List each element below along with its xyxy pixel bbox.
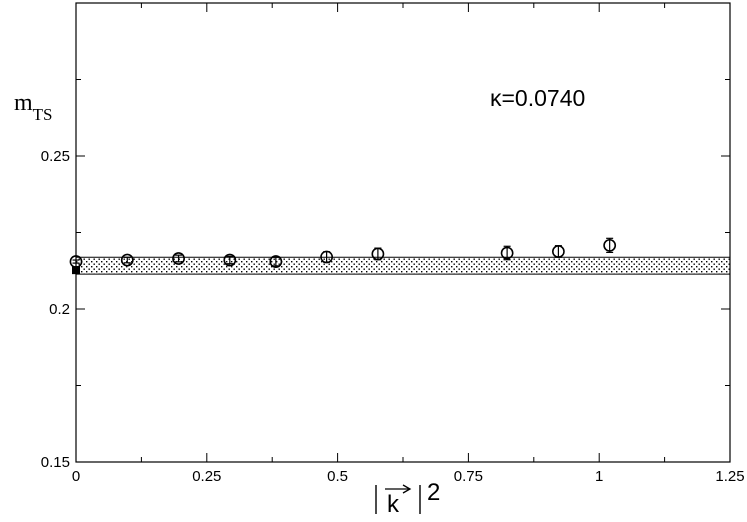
data-point-circle: [269, 255, 283, 268]
x-tick-label: 1.25: [715, 468, 744, 485]
y-axis-label: mTS: [14, 90, 53, 124]
data-point-circle: [120, 253, 134, 267]
x-axis-label: k 2: [375, 479, 440, 518]
x-tick-label: 0.5: [327, 468, 348, 485]
data-point-circle: [371, 247, 385, 261]
y-tick-label: 0.25: [41, 148, 70, 165]
data-point-circle: [320, 250, 334, 264]
x-tick-label: 0.25: [192, 468, 221, 485]
data-point-circle: [500, 246, 514, 260]
x-tick-label: 0.75: [454, 468, 483, 485]
x-tick-label: 1: [595, 468, 603, 485]
y-tick-label: 0.15: [41, 454, 70, 471]
svg-text:k: k: [387, 491, 400, 518]
y-tick-label: 0.2: [49, 301, 70, 318]
data-point-circle: [551, 245, 565, 258]
annotation-kappa: κ=0.0740: [490, 85, 585, 111]
data-point-circle: [603, 238, 617, 252]
data-point-circle: [172, 252, 185, 265]
data-point-circle: [223, 253, 237, 267]
svg-text:2: 2: [427, 479, 440, 506]
fit-band: [76, 257, 730, 275]
plot-frame: [75, 2, 731, 463]
plot-background: [76, 3, 730, 462]
x-tick-label: 0: [72, 468, 80, 485]
